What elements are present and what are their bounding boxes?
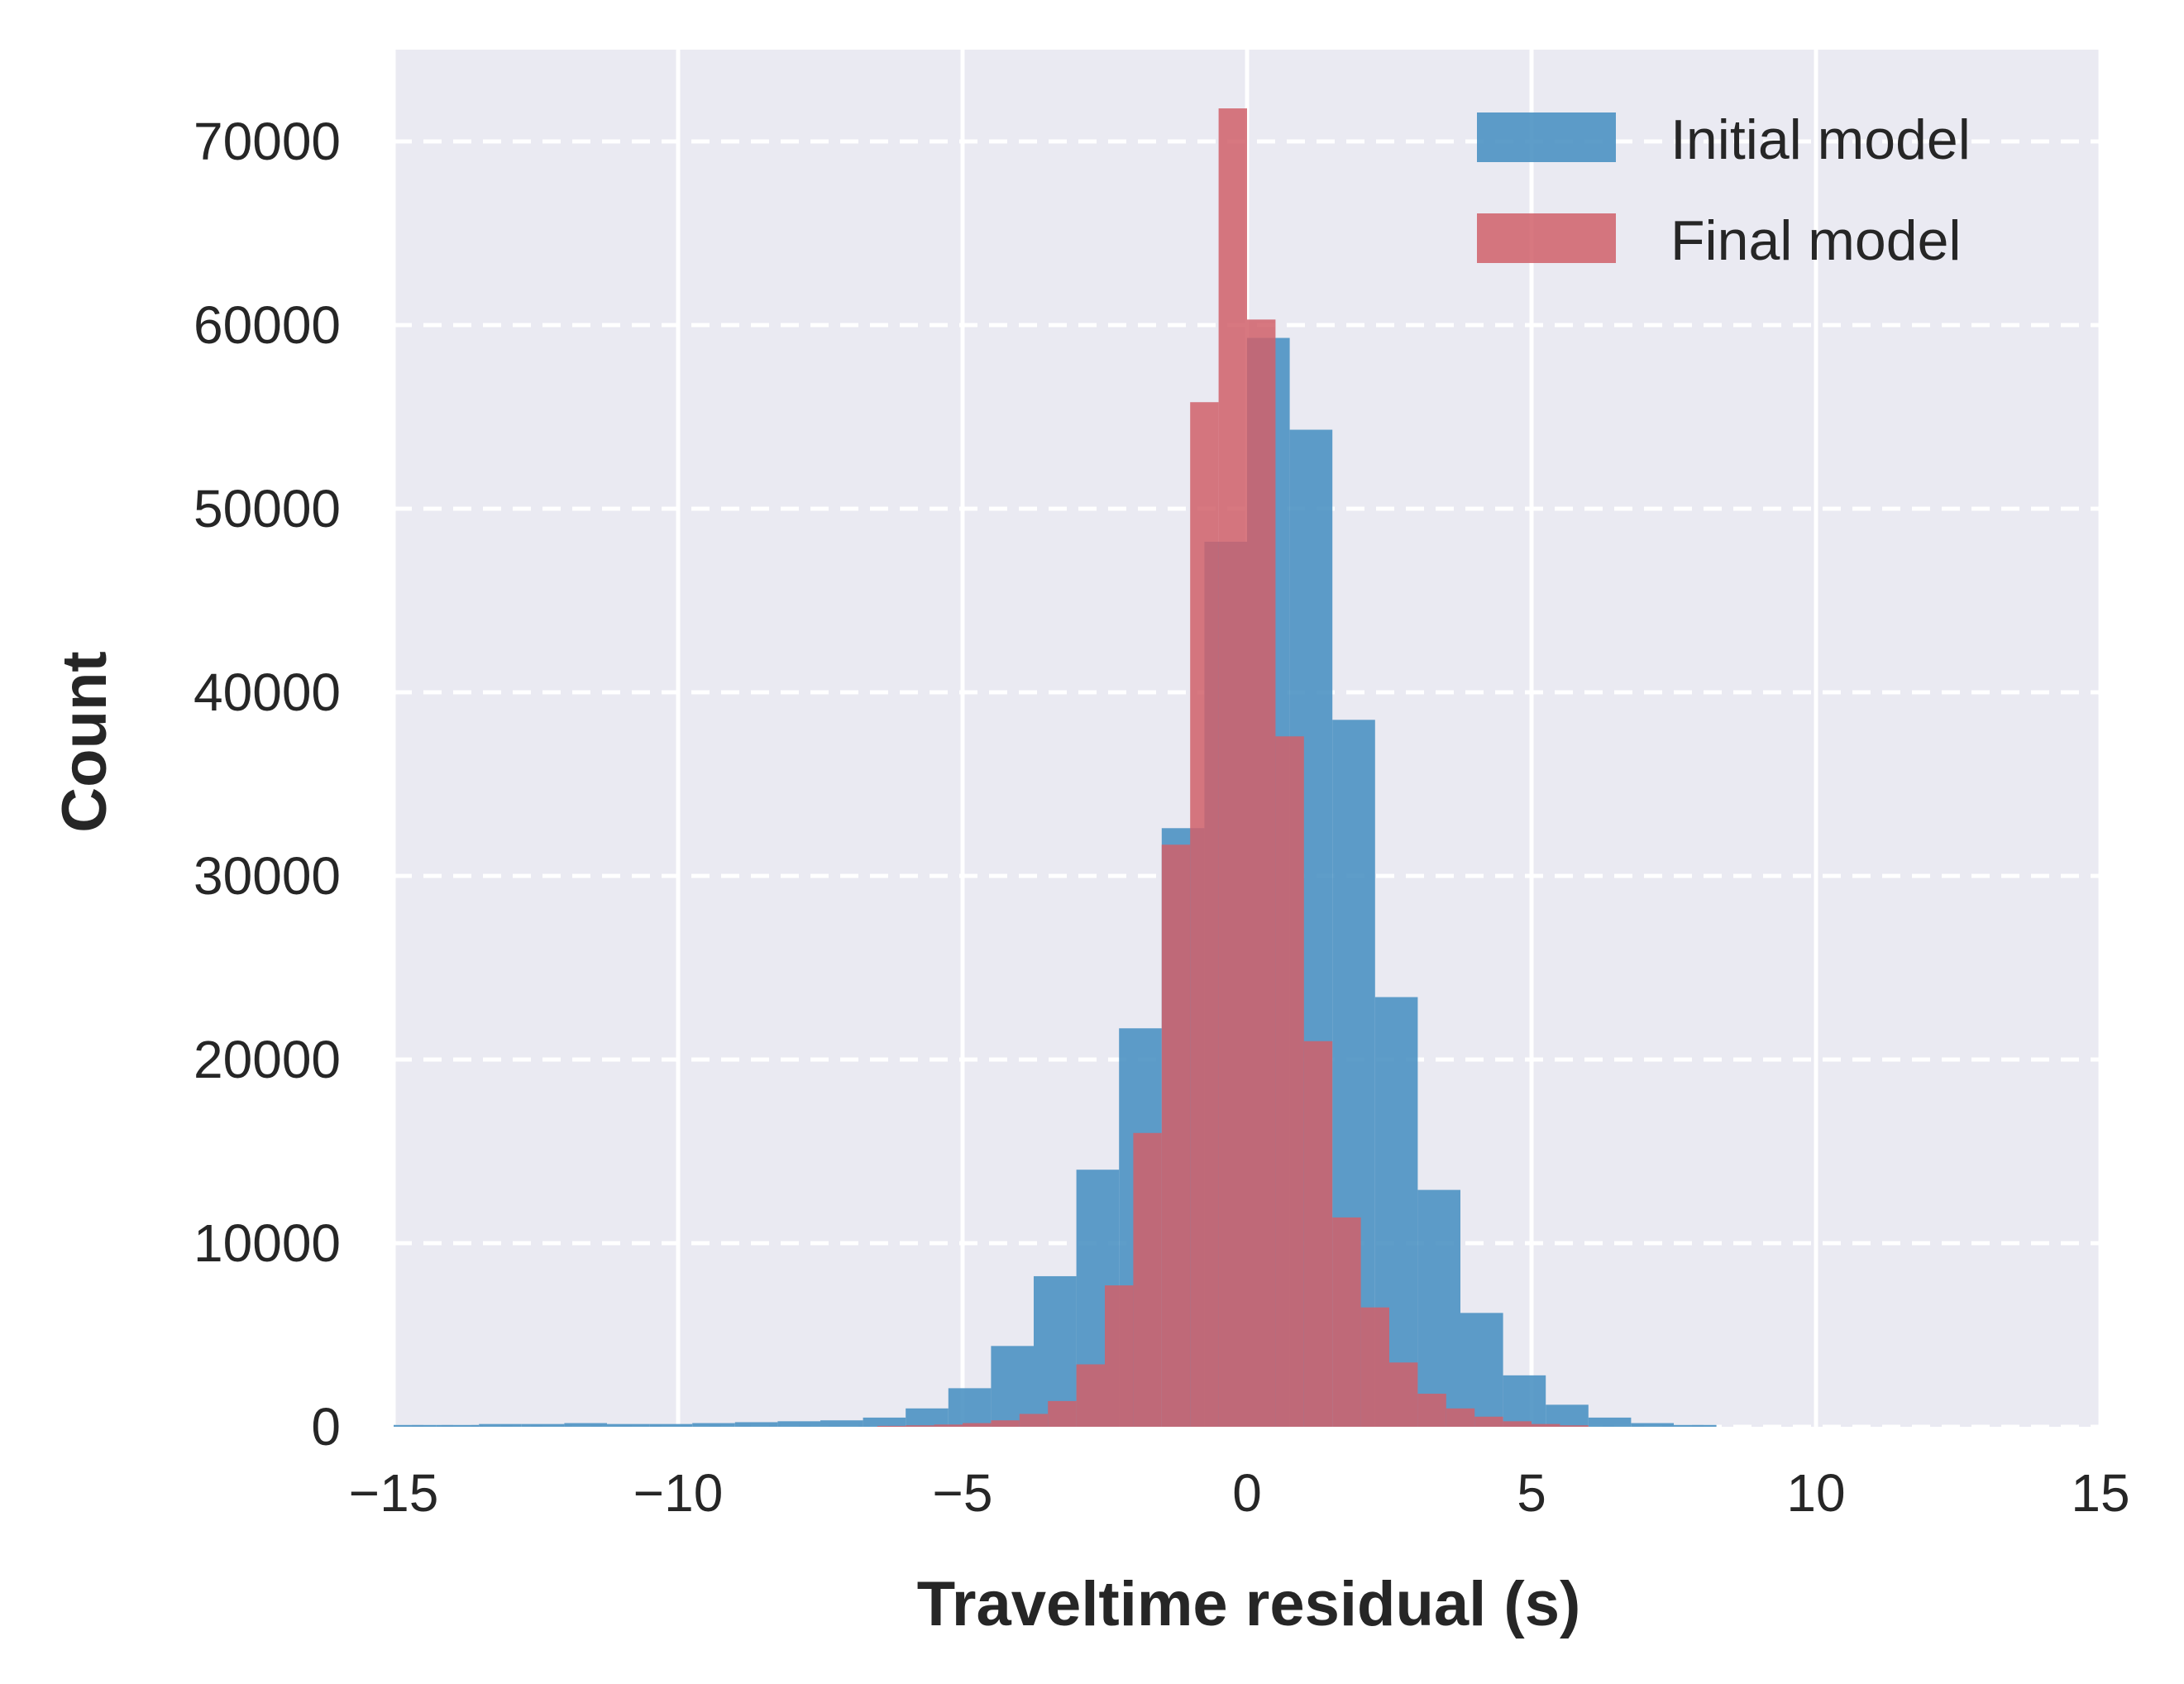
histogram-bar: [963, 1423, 992, 1427]
x-axis-label: Traveltime residual (s): [917, 1569, 1581, 1639]
legend-label-final: Final model: [1670, 209, 1962, 272]
histogram-bar: [1360, 1307, 1389, 1427]
y-tick-label: 0: [311, 1397, 341, 1457]
histogram-bar: [1674, 1424, 1717, 1427]
x-tick-label: 10: [1786, 1463, 1845, 1523]
histogram-bars: [394, 108, 1717, 1428]
y-tick-label: 10000: [194, 1213, 341, 1273]
histogram-bar: [564, 1423, 607, 1427]
histogram-bar: [1389, 1362, 1418, 1427]
histogram-bar: [1105, 1285, 1134, 1427]
y-tick-label: 40000: [194, 663, 341, 722]
histogram-bar: [1303, 1041, 1333, 1427]
histogram-bar: [1560, 1425, 1589, 1427]
histogram-bar: [820, 1420, 863, 1427]
histogram-bar: [1417, 1394, 1446, 1427]
histogram-bar: [1446, 1408, 1475, 1427]
histogram-bar: [1332, 1217, 1361, 1427]
x-tick-label: −15: [349, 1463, 439, 1523]
legend: Initial model Final model: [1477, 108, 1971, 272]
y-tick-labels: 0 10000 20000 30000 40000 50000 60000 70000: [194, 112, 341, 1457]
histogram-bar: [1460, 1313, 1503, 1427]
x-tick-label: −5: [933, 1463, 993, 1523]
histogram-bar: [1503, 1421, 1532, 1427]
y-tick-label: 50000: [194, 479, 341, 538]
histogram-bar: [1048, 1400, 1077, 1427]
y-axis-label: Count: [50, 651, 120, 832]
x-tick-labels: −15 −10 −5 0 5 10 15: [349, 1463, 2130, 1523]
histogram-bar: [1190, 402, 1219, 1427]
series-final-model: [877, 108, 1589, 1428]
histogram-bar: [521, 1423, 565, 1427]
histogram-bar: [877, 1425, 906, 1427]
histogram-bar: [934, 1424, 963, 1427]
histogram-bar: [1133, 1132, 1162, 1427]
y-tick-label: 60000: [194, 295, 341, 355]
histogram-bar: [1019, 1414, 1049, 1427]
legend-swatch-initial: [1477, 112, 1616, 162]
histogram-bar: [479, 1423, 522, 1427]
histogram-bar: [1076, 1364, 1105, 1427]
y-tick-label: 20000: [194, 1030, 341, 1089]
x-tick-label: −10: [633, 1463, 724, 1523]
histogram-bar: [1546, 1404, 1589, 1427]
histogram-bar: [394, 1424, 437, 1427]
x-tick-label: 0: [1232, 1463, 1262, 1523]
y-tick-label: 70000: [194, 112, 341, 171]
y-tick-label: 30000: [194, 846, 341, 906]
histogram-bar: [692, 1423, 735, 1427]
histogram-bar: [1161, 844, 1191, 1427]
x-tick-label: 5: [1517, 1463, 1546, 1523]
histogram-bar: [863, 1417, 906, 1427]
histogram-bar: [1503, 1375, 1546, 1427]
histogram-bar: [1417, 1189, 1460, 1427]
histogram-bar: [649, 1423, 693, 1427]
histogram-bar: [1474, 1416, 1503, 1427]
histogram-bar: [1588, 1417, 1632, 1427]
histogram-bar: [1532, 1423, 1560, 1427]
histogram-bar: [1275, 736, 1304, 1427]
histogram-bar: [948, 1388, 992, 1427]
histogram-bar: [607, 1423, 650, 1427]
histogram-bar: [436, 1424, 480, 1427]
histogram-bar: [1218, 108, 1247, 1427]
x-tick-label: 15: [2071, 1463, 2129, 1523]
histogram-bar: [906, 1408, 949, 1427]
histogram-bar: [991, 1420, 1020, 1427]
histogram-bar: [1631, 1423, 1674, 1427]
histogram-bar: [991, 1346, 1034, 1427]
histogram-bar: [734, 1422, 778, 1427]
histogram-bar: [906, 1425, 934, 1427]
legend-swatch-final: [1477, 213, 1616, 263]
histogram-bar: [1247, 319, 1276, 1428]
legend-label-initial: Initial model: [1670, 108, 1971, 171]
histogram-bar: [777, 1421, 820, 1427]
